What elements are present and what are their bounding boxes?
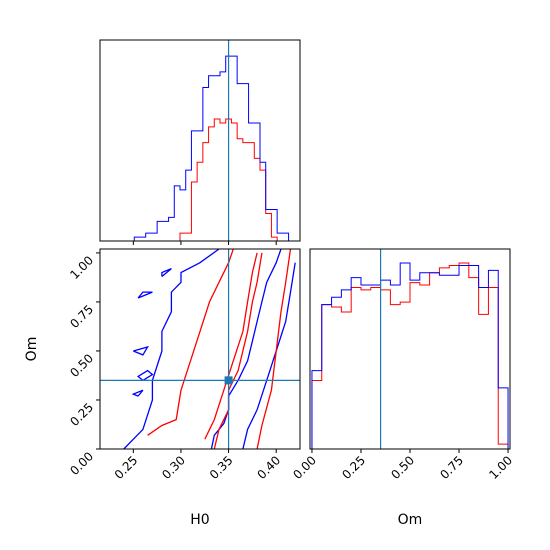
y-tick-label: 1.00 <box>67 253 96 282</box>
x-tick-label: 0.30 <box>159 453 188 482</box>
contour-truth-marker <box>224 376 233 385</box>
panel-hist-om: 0.00 0.25 0.50 0.75 1.00 Om <box>290 248 515 528</box>
x-tick-label: 0.35 <box>207 453 236 482</box>
contour-frame <box>99 248 301 450</box>
hist-om-ticks: 0.00 0.25 0.50 0.75 1.00 <box>290 449 515 482</box>
x-tick-label: 0.75 <box>437 453 466 482</box>
y-axis-label-om: Om <box>24 337 40 362</box>
y-tick-label: 0.75 <box>67 302 96 331</box>
x-tick-label: 0.50 <box>388 453 417 482</box>
contour-line-red <box>204 252 258 440</box>
contour-line-blue <box>210 249 282 449</box>
histogram-step-red <box>100 118 300 242</box>
y-tick-label: 0.50 <box>67 351 96 380</box>
contour-line-blue <box>133 345 149 356</box>
contour-line-blue <box>123 249 220 449</box>
y-tick-label: 0.00 <box>67 449 96 478</box>
contour-line-blue <box>137 291 153 299</box>
contour-line-blue <box>136 369 154 381</box>
hist-h0-series <box>100 55 300 242</box>
histogram-step-blue <box>100 55 300 242</box>
contour-line-blue <box>131 389 144 397</box>
contour-x-ticks: 0.25 0.30 0.35 0.40 <box>112 449 284 482</box>
x-axis-label-om: Om <box>398 512 423 528</box>
x-axis-label-h0: H0 <box>190 512 209 528</box>
y-tick-label: 0.25 <box>67 400 96 429</box>
contour-line-blue <box>161 267 172 277</box>
histogram-step-blue <box>311 262 509 449</box>
contour-line-red <box>147 249 234 436</box>
x-tick-label: 0.40 <box>255 453 284 482</box>
hist-h0-frame <box>99 39 301 242</box>
contour-line-red <box>256 249 292 449</box>
contour-y-ticks: 0.00 0.25 0.50 0.75 1.00 <box>67 252 100 478</box>
x-tick-label: 0.00 <box>290 453 319 482</box>
x-tick-label: 0.25 <box>112 453 141 482</box>
panel-hist-h0 <box>99 39 301 245</box>
contour-line-blue <box>242 262 296 449</box>
x-tick-label: 1.00 <box>486 453 515 482</box>
hist-om-series <box>311 262 509 449</box>
contour-series <box>123 249 296 449</box>
contour-line-red <box>213 252 263 449</box>
hist-h0-ticks <box>132 241 277 245</box>
panel-contour-h0-om: 0.25 0.30 0.35 0.40 0.00 0.25 0.50 0.75 1.00 H0… <box>24 248 301 528</box>
x-tick-label: 0.25 <box>339 453 368 482</box>
